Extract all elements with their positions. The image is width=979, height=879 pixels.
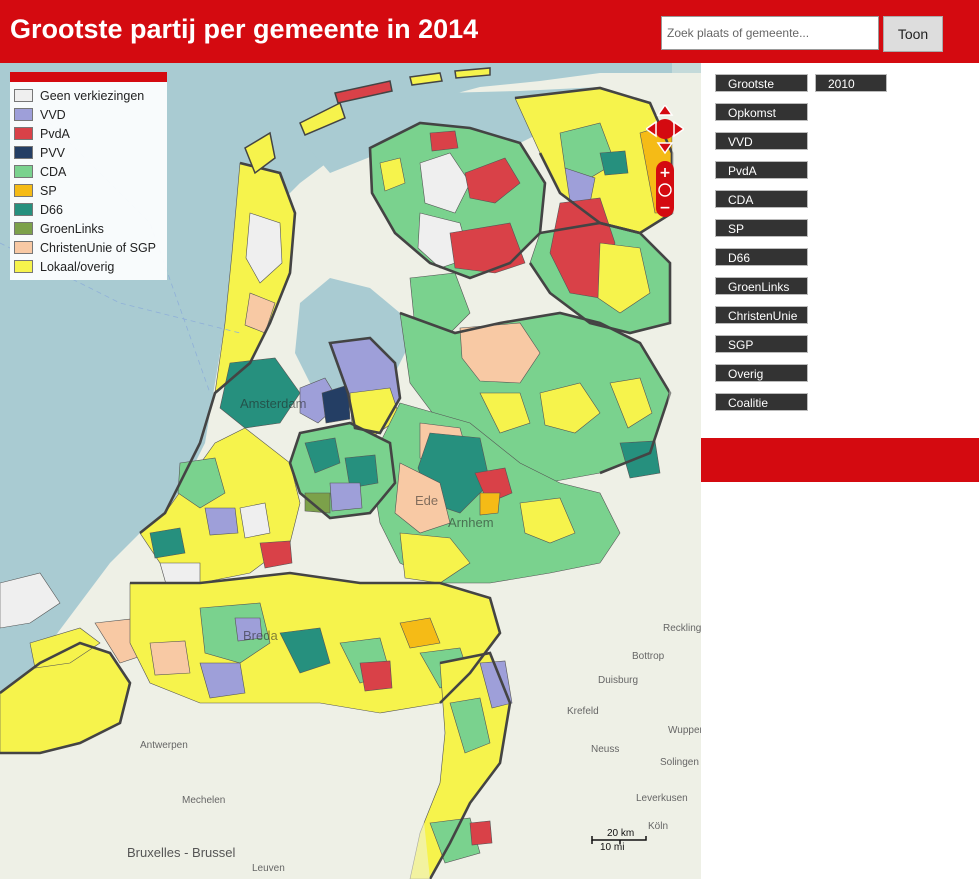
map-label-krefeld: Krefeld — [567, 706, 599, 717]
legend-label: Lokaal/overig — [40, 259, 115, 274]
legend-item: PVV — [14, 143, 167, 162]
map-label-leuven: Leuven — [252, 863, 285, 874]
north-sea — [0, 63, 701, 703]
legend-swatch — [14, 241, 33, 254]
legend-item: GroenLinks — [14, 219, 167, 238]
side-panel: Grootste 2010 Opkomst VVD PvdA CDA SP D66 Groe… — [701, 63, 979, 879]
legend-item: CDA — [14, 162, 167, 181]
header-bar: Grootste partij per gemeente in 2014 Too… — [0, 0, 979, 63]
legend-swatch — [14, 146, 33, 159]
legend-swatch — [14, 165, 33, 178]
legend-item: SP — [14, 181, 167, 200]
page-title: Grootste partij per gemeente in 2014 — [10, 14, 479, 44]
legend-label: VVD — [40, 107, 66, 122]
legend-swatch — [14, 89, 33, 102]
button-d66[interactable]: D66 — [715, 248, 808, 266]
map-label-duisburg: Duisburg — [598, 675, 639, 686]
map-view[interactable]: Geen verkiezingen VVD PvdA PVV CDA SP D66 Groen… — [0, 63, 701, 879]
map-label-breda: Breda — [243, 628, 278, 643]
map-label-ede: Ede — [415, 493, 439, 508]
legend-label: Geen verkiezingen — [40, 88, 145, 103]
legend-item: ChristenUnie of SGP — [14, 238, 167, 257]
province-borders — [0, 86, 674, 879]
legend-swatch — [14, 222, 33, 235]
legend-label: GroenLinks — [40, 221, 104, 236]
belgium-area — [0, 713, 430, 879]
legend: Geen verkiezingen VVD PvdA PVV CDA SP D66 Groen… — [10, 72, 167, 280]
wadden-islands — [244, 67, 491, 175]
legend-label: CDA — [40, 164, 67, 179]
map-label-arnhem: Arnhem — [448, 515, 494, 530]
button-opkomst[interactable]: Opkomst — [715, 103, 808, 121]
legend-label: PvdA — [40, 126, 70, 141]
map-label-antwerpen: Antwerpen — [140, 740, 188, 751]
zoom-out-icon: − — [659, 200, 671, 216]
map-label-recklinghausen: Recklinghausen — [663, 623, 701, 634]
pan-right-icon — [673, 120, 684, 138]
map-label-bottrop: Bottrop — [632, 651, 665, 662]
map-label-wuppertal: Wuppertal — [668, 725, 701, 736]
map-terrain[interactable] — [0, 63, 701, 879]
germany-area — [510, 63, 701, 879]
map-label-leverkusen: Leverkusen — [636, 793, 688, 804]
legend-swatch — [14, 108, 33, 121]
legend-swatch — [14, 127, 33, 140]
legend-label: PVV — [40, 145, 66, 160]
legend-item: VVD — [14, 105, 167, 124]
legend-item: D66 — [14, 200, 167, 219]
legend-item: Geen verkiezingen — [14, 86, 167, 105]
pan-up-icon — [656, 105, 674, 116]
pan-left-icon — [646, 120, 657, 138]
map-label-amsterdam: Amsterdam — [240, 396, 307, 411]
legend-label: ChristenUnie of SGP — [40, 240, 157, 255]
map-scale: 20 km 10 mi — [590, 828, 650, 861]
map-label-neuss: Neuss — [591, 744, 620, 755]
button-cda[interactable]: CDA — [715, 190, 808, 208]
pan-control[interactable] — [646, 105, 684, 155]
map-label-solingen: Solingen — [660, 757, 699, 768]
button-sgp[interactable]: SGP — [715, 335, 808, 353]
map-label-mechelen: Mechelen — [182, 795, 226, 806]
legend-label: SP — [40, 183, 57, 198]
map-label-brussel: Bruxelles - Brussel — [127, 845, 236, 860]
pan-down-icon — [656, 142, 674, 155]
search-input[interactable] — [661, 16, 879, 50]
button-groenlinks[interactable]: GroenLinks — [715, 277, 808, 295]
button-christenunie[interactable]: ChristenUnie — [715, 306, 808, 324]
map-label-koln: Köln — [648, 821, 669, 832]
map-nav-control[interactable]: + − — [646, 105, 684, 217]
legend-swatch — [14, 184, 33, 197]
button-pvda[interactable]: PvdA — [715, 161, 808, 179]
scale-km-label: 20 km — [607, 828, 635, 839]
button-coalitie[interactable]: Coalitie — [715, 393, 808, 411]
button-2010[interactable]: 2010 — [815, 74, 887, 92]
legend-item: PvdA — [14, 124, 167, 143]
search-button[interactable]: Toon — [883, 16, 943, 52]
globe-icon — [658, 183, 672, 197]
button-overig[interactable]: Overig — [715, 364, 808, 382]
legend-item: Lokaal/overig — [14, 257, 167, 276]
zoom-in-icon: + — [659, 165, 671, 181]
legend-swatch — [14, 260, 33, 273]
button-sp[interactable]: SP — [715, 219, 808, 237]
municipalities — [0, 87, 673, 879]
legend-list: Geen verkiezingen VVD PvdA PVV CDA SP D66 Groen… — [10, 82, 167, 280]
legend-label: D66 — [40, 202, 63, 217]
legend-swatch — [14, 203, 33, 216]
scale-bar — [591, 836, 647, 844]
scale-mi-label: 10 mi — [600, 842, 625, 853]
panel-red-band — [701, 438, 979, 482]
button-grootste[interactable]: Grootste — [715, 74, 808, 92]
legend-header-bar — [10, 72, 167, 82]
zoom-control[interactable]: + − — [656, 161, 674, 217]
button-vvd[interactable]: VVD — [715, 132, 808, 150]
